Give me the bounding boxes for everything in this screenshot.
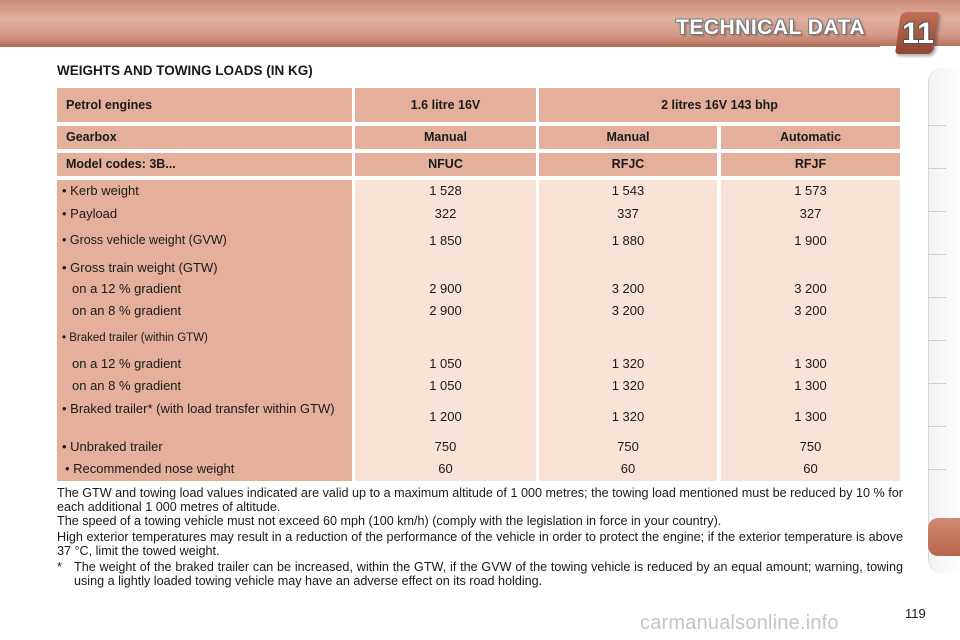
row-label: • Gross train weight (GTW) — [62, 260, 218, 275]
row-label: on a 12 % gradient — [72, 281, 182, 296]
row-label: on an 8 % gradient — [72, 303, 182, 318]
table-value-column — [721, 180, 900, 481]
model-code: RFJC — [539, 153, 717, 176]
chapter-tab-divider — [928, 125, 946, 126]
chapter-tab-active[interactable] — [928, 518, 960, 556]
chapter-tab-divider — [928, 426, 946, 427]
section-title: WEIGHTS AND TOWING LOADS (IN KG) — [57, 63, 313, 78]
row-value: 1 543 — [611, 183, 645, 198]
engine-header-label: Petrol engines — [57, 88, 352, 122]
table-label-column — [57, 180, 352, 481]
model-header-label: Model codes: 3B... — [57, 153, 352, 176]
row-value: 1 900 — [794, 233, 827, 248]
page-title: TECHNICAL DATA — [676, 16, 865, 39]
row-label: • Recommended nose weight — [65, 461, 235, 476]
row-value: 322 — [434, 206, 457, 221]
row-value: 1 300 — [794, 356, 827, 371]
row-value: 1 880 — [611, 233, 645, 248]
chapter-number: 11 — [902, 17, 934, 50]
row-value: 327 — [799, 206, 822, 221]
row-value: 1 200 — [429, 409, 462, 424]
engine-header-b: 2 litres 16V 143 bhp — [539, 88, 900, 122]
row-value: 3 200 — [794, 281, 827, 296]
note-speed: The speed of a towing vehicle must not e… — [57, 514, 722, 528]
row-value: 1 320 — [611, 378, 645, 393]
table-value-column — [539, 180, 717, 481]
row-value: 1 320 — [611, 356, 645, 371]
row-value: 1 300 — [794, 409, 827, 424]
row-label: on a 12 % gradient — [72, 356, 182, 371]
row-value: 1 050 — [429, 378, 462, 393]
row-label: • Kerb weight — [62, 183, 139, 198]
chapter-tab-divider — [928, 340, 946, 341]
engine-header-a: 1.6 litre 16V — [355, 88, 536, 122]
page-number: 119 — [905, 606, 926, 621]
table-value-column — [355, 180, 536, 481]
row-value: 1 050 — [429, 356, 462, 371]
row-value: 1 573 — [794, 183, 827, 198]
row-value: 60 — [438, 461, 453, 476]
chapter-tab-divider — [928, 469, 946, 470]
row-value: 3 200 — [611, 281, 645, 296]
row-value: 1 300 — [794, 378, 827, 393]
watermark: carmanualsonline.info — [640, 612, 839, 634]
model-code: RFJF — [721, 153, 900, 176]
chapter-tab-divider — [928, 297, 946, 298]
model-code: NFUC — [355, 153, 536, 176]
row-label: • Braked trailer* (with load transfer wi… — [62, 401, 335, 416]
chapter-tab-divider — [928, 211, 946, 212]
chapter-tab-divider — [928, 254, 946, 255]
row-label: • Braked trailer (within GTW) — [62, 332, 208, 344]
row-value: 1 320 — [611, 409, 645, 424]
row-value: 750 — [617, 439, 639, 454]
row-value: 60 — [803, 461, 818, 476]
row-value: 750 — [434, 439, 457, 454]
row-value: 2 900 — [429, 281, 462, 296]
row-label: on an 8 % gradient — [72, 378, 182, 393]
row-value: 337 — [617, 206, 639, 221]
row-label: • Unbraked trailer — [62, 439, 163, 454]
note-temperature: High exterior temperatures may result in… — [57, 530, 903, 558]
gearbox-header-value: Manual — [539, 126, 717, 149]
row-label: • Gross vehicle weight (GVW) — [62, 233, 227, 247]
chapter-tab-divider — [928, 383, 946, 384]
row-value: 60 — [620, 461, 636, 476]
footnote-braked-trailer: The weight of the braked trailer can be … — [74, 560, 903, 588]
row-value: 2 900 — [429, 303, 462, 318]
row-value: 3 200 — [611, 303, 645, 318]
row-value: 1 850 — [429, 233, 462, 248]
chapter-tabs — [928, 68, 960, 573]
footnote-marker: * — [57, 560, 62, 574]
gearbox-header-value: Automatic — [721, 126, 900, 149]
row-value: 750 — [799, 439, 822, 454]
header-band — [0, 0, 960, 46]
chapter-tab-divider — [928, 168, 946, 169]
row-value: 1 528 — [429, 183, 462, 198]
gearbox-header-value: Manual — [355, 126, 536, 149]
gearbox-header-label: Gearbox — [57, 126, 352, 149]
note-altitude: The GTW and towing load values indicated… — [57, 486, 903, 514]
header-rule — [0, 44, 880, 47]
row-value: 3 200 — [794, 303, 827, 318]
row-label: • Payload — [62, 206, 118, 221]
